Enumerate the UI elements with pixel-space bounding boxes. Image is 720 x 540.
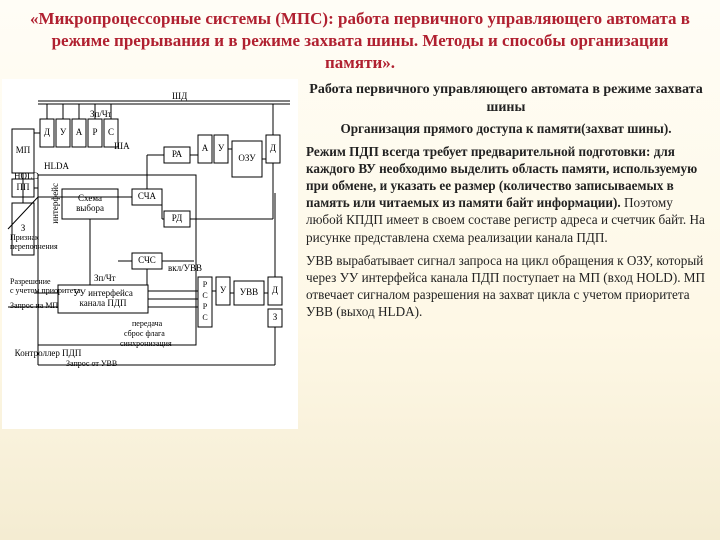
svg-text:С: С	[202, 291, 207, 300]
diagram-column: МПППДУАРСЗСхемавыбораСЧАРААУОЗУДРДСЧСУУ …	[0, 79, 302, 429]
svg-text:З: З	[273, 312, 278, 322]
diagram-label: Запрос на МП	[10, 301, 58, 310]
svg-text:З: З	[21, 223, 26, 233]
svg-text:Р: Р	[203, 280, 208, 289]
svg-text:P: P	[203, 302, 208, 311]
diagram-label: Признак переполнения	[10, 233, 58, 251]
diagram-label: Разрешение с учетом приоритета	[10, 277, 80, 295]
svg-text:У: У	[218, 143, 225, 153]
svg-text:УВВ: УВВ	[240, 287, 258, 297]
svg-text:Контроллер ПДП: Контроллер ПДП	[15, 348, 82, 358]
diagram-label: Запрос от УВВ	[66, 359, 117, 368]
diagram-label: ША	[114, 141, 130, 151]
diagram-label: Зп/Чт	[94, 273, 116, 283]
diagram-label: ШД	[172, 91, 187, 101]
diagram-label: HOLD	[14, 171, 39, 181]
svg-text:C: C	[202, 313, 207, 322]
content-row: МПППДУАРСЗСхемавыбораСЧАРААУОЗУДРДСЧСУУ …	[0, 79, 720, 429]
block-diagram: МПППДУАРСЗСхемавыбораСЧАРААУОЗУДРДСЧСУУ …	[2, 79, 298, 429]
svg-text:МП: МП	[16, 145, 31, 155]
svg-text:Д: Д	[44, 127, 50, 137]
svg-text:РА: РА	[172, 149, 183, 159]
svg-text:СЧС: СЧС	[138, 255, 156, 265]
subheading-2: Организация прямого доступа к памяти(зах…	[306, 120, 706, 137]
diagram-label: сброс флага	[124, 329, 165, 338]
paragraph-1: Режим ПДП всегда требует предварительной…	[306, 143, 706, 246]
svg-text:У: У	[60, 127, 67, 137]
paragraph-2: УВВ вырабатывает сигнал запроса на цикл …	[306, 252, 706, 321]
diagram-label: вкл/УВВ	[168, 263, 202, 273]
subheading-1: Работа первичного управляющего автомата …	[306, 81, 706, 117]
svg-text:А: А	[76, 127, 83, 137]
svg-text:РД: РД	[172, 213, 182, 223]
diagram-label: интерфейс	[50, 183, 60, 224]
svg-text:Р: Р	[92, 127, 97, 137]
diagram-label: синхронизация	[120, 339, 172, 348]
svg-text:Д: Д	[272, 285, 278, 295]
svg-text:Схемавыбора: Схемавыбора	[76, 193, 104, 213]
svg-text:С: С	[108, 127, 114, 137]
diagram-label: HLDA	[44, 161, 69, 171]
diagram-label: Зп/Чт	[90, 109, 112, 119]
svg-text:ОЗУ: ОЗУ	[238, 153, 256, 163]
svg-text:У: У	[220, 285, 227, 295]
svg-text:А: А	[202, 143, 209, 153]
svg-text:УУ интерфейсаканала ПДП: УУ интерфейсаканала ПДП	[73, 288, 133, 308]
text-column: Работа первичного управляющего автомата …	[302, 79, 714, 429]
svg-text:СЧА: СЧА	[138, 191, 157, 201]
diagram-label: передача	[132, 319, 162, 328]
page-title: «Микропроцессорные системы (МПС): работа…	[0, 0, 720, 79]
svg-text:Д: Д	[270, 143, 276, 153]
